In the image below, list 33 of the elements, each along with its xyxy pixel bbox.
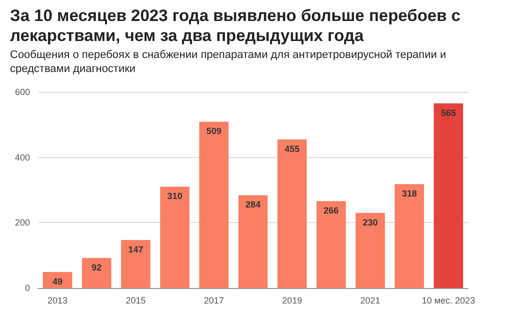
bar [356, 212, 385, 288]
bar [238, 195, 268, 288]
data-label: 318 [402, 188, 417, 199]
x-tick-label: 10 мес. 2023 [422, 296, 476, 306]
x-tick-label: 2021 [360, 296, 380, 306]
bar [434, 103, 464, 288]
bar [199, 122, 229, 288]
y-tick-label: 600 [14, 87, 30, 97]
data-label: 509 [206, 126, 222, 136]
x-tick-label: 2017 [204, 296, 224, 306]
y-tick-label: 200 [14, 218, 30, 228]
y-tick-label: 400 [14, 152, 30, 162]
data-label: 310 [167, 191, 182, 202]
bar [394, 184, 424, 288]
bar [82, 258, 112, 288]
data-label: 230 [362, 217, 378, 228]
data-label: 266 [324, 206, 339, 216]
data-label: 284 [245, 200, 261, 210]
x-tick-label: 2013 [48, 296, 68, 306]
y-tick-label: 0 [24, 283, 30, 293]
data-label: 565 [440, 108, 456, 118]
data-label: 147 [128, 244, 144, 254]
data-label: 92 [92, 262, 102, 272]
bar [277, 139, 307, 288]
data-label: 49 [52, 276, 63, 286]
bar [121, 240, 150, 288]
x-tick-label: 2019 [282, 296, 302, 306]
bar [160, 186, 190, 288]
data-label: 455 [284, 144, 300, 154]
chart-title: За 10 месяцев 2023 года выявлено больше перебоев с лекарствами, чем за два предыдущих года [10, 6, 462, 46]
bar [316, 201, 346, 288]
chart-subtitle: Сообщения о перебоях в снабжении препаратами для антиретровирусной терапии и средствами диагностики [10, 48, 448, 76]
x-tick-label: 2015 [126, 296, 146, 306]
